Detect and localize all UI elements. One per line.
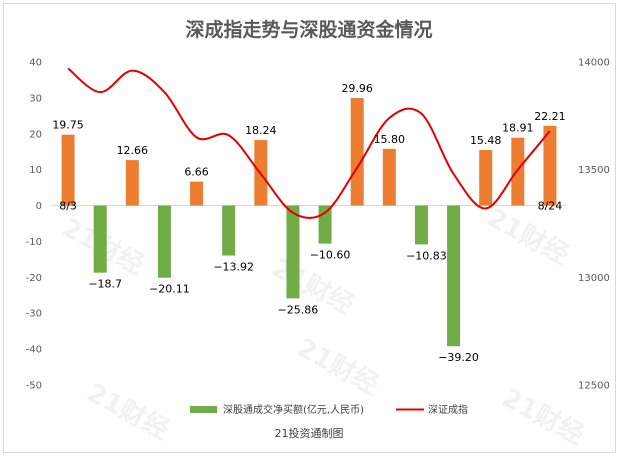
bar-positive <box>350 98 364 206</box>
y-left-tick-label: -20 <box>26 273 42 284</box>
bar-positive <box>479 149 493 206</box>
bar-value-label: 29.96 <box>341 82 373 95</box>
chart-frame: 21财经21财经21财经21财经21财经21财经 深成指走势与深股通资金情况 4… <box>3 3 616 453</box>
bar-positive <box>543 125 557 206</box>
y-left-tick-label: 10 <box>29 165 42 176</box>
bar-negative <box>222 205 236 256</box>
bar-negative <box>318 205 332 244</box>
index-line <box>67 67 551 219</box>
bar-value-label: −20.11 <box>149 283 190 296</box>
bar-value-label: 18.91 <box>502 122 534 135</box>
watermark: 21财经 <box>82 377 174 446</box>
y-left-tick-label: -30 <box>26 309 42 320</box>
y-left-tick-label: -10 <box>26 237 42 248</box>
bar-negative <box>447 205 461 347</box>
y-right-tick-label: 12500 <box>578 381 610 392</box>
bar-series <box>61 98 557 347</box>
y-left-tick-label: 40 <box>29 58 42 69</box>
bar-negative <box>286 205 300 299</box>
bar-value-label: 12.66 <box>117 144 149 157</box>
legend-bar-label: 深股通成交净买额(亿元,人民币) <box>223 403 364 416</box>
bar-negative <box>157 205 171 278</box>
watermark: 21财经 <box>497 382 589 451</box>
bar-positive <box>61 134 75 206</box>
y-left-tick-label: 20 <box>29 129 42 140</box>
bar-value-label: 6.66 <box>184 166 209 179</box>
bar-positive <box>511 137 525 206</box>
category-label: 8/3 <box>59 200 77 213</box>
source-note: 21投资通制图 <box>275 426 344 440</box>
data-labels: 19.75 −18.7 12.66 −20.11 6.66 −13.92 18.24 −25.… <box>52 82 565 364</box>
y-left-tick-label: -50 <box>26 381 42 392</box>
bar-value-label: −18.7 <box>88 278 122 291</box>
bar-negative <box>414 205 428 245</box>
bar-positive <box>125 160 139 206</box>
y-left-tick-label: 0 <box>36 201 42 212</box>
y-right-tick-label: 14000 <box>578 58 610 69</box>
bar-value-label: −39.20 <box>438 351 479 364</box>
bar-value-label: 19.75 <box>52 119 84 132</box>
bar-value-label: 22.21 <box>534 110 566 123</box>
bar-positive <box>190 181 204 206</box>
watermark: 21财经 <box>292 332 384 401</box>
bar-value-label: 15.80 <box>374 133 406 146</box>
bar-positive <box>382 148 396 206</box>
chart-title: 深成指走势与深股通资金情况 <box>185 18 432 41</box>
bar-value-label: −10.60 <box>310 249 351 262</box>
legend-bar-swatch <box>190 406 217 413</box>
bar-value-label: −25.86 <box>278 303 319 316</box>
y-left-tick-label: 30 <box>29 93 42 104</box>
bar-negative <box>93 205 107 273</box>
y-left-tick-label: -40 <box>26 345 42 356</box>
bar-value-label: 18.24 <box>245 124 277 137</box>
bar-value-label: 15.48 <box>470 134 502 147</box>
legend: 深股通成交净买额(亿元,人民币) 深证成指 <box>190 403 468 416</box>
category-label: 8/24 <box>538 200 563 213</box>
chart-svg: 21财经21财经21财经21财经21财经21财经 深成指走势与深股通资金情况 4… <box>26 18 610 451</box>
y-right-tick-label: 13000 <box>578 273 610 284</box>
line-series <box>67 67 551 219</box>
legend-line-label: 深证成指 <box>428 403 468 416</box>
bar-value-label: −13.92 <box>213 261 254 274</box>
y-right-tick-label: 13500 <box>578 165 610 176</box>
bar-value-label: −10.83 <box>406 249 447 262</box>
